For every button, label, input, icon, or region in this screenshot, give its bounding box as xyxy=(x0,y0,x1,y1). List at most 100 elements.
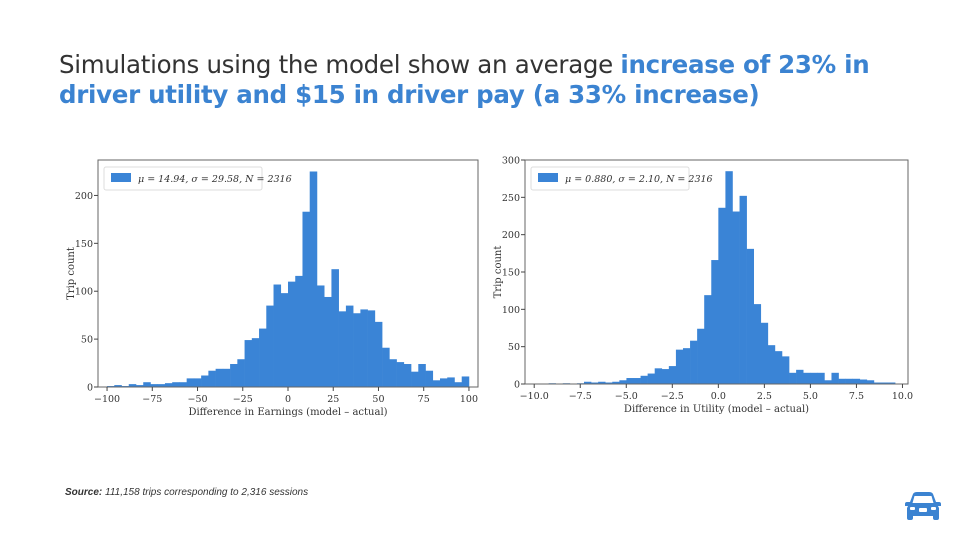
x-tick-label: −10.0 xyxy=(520,391,549,402)
x-tick-label: −2.5 xyxy=(661,391,684,402)
y-axis-label: Trip count xyxy=(493,246,504,299)
x-tick-label: −100 xyxy=(94,394,120,405)
histogram-bar xyxy=(880,382,889,384)
histogram-bar xyxy=(128,384,137,387)
histogram-bar xyxy=(831,372,839,384)
earnings-histogram-svg: −100 −75 −50 −25 0 25 50 75 100 0 50 100 150 200 Diffe… xyxy=(66,159,479,418)
histogram-bar xyxy=(230,364,238,387)
x-tick-label: −7.5 xyxy=(569,391,592,402)
histogram-bar xyxy=(866,380,875,384)
histogram-bar xyxy=(583,381,592,384)
histogram-bar xyxy=(425,370,434,387)
histogram-bar xyxy=(675,349,684,384)
histogram-bar xyxy=(179,382,187,387)
histogram-bar xyxy=(244,340,253,387)
histogram-bar xyxy=(353,313,361,387)
histogram-bar xyxy=(288,281,296,387)
x-tick-label: 50 xyxy=(372,394,384,405)
histogram-bar xyxy=(781,356,790,384)
histogram-bar xyxy=(732,211,740,384)
histogram-bar xyxy=(295,275,303,387)
utility-histogram-svg: −10.0 −7.5 −5.0 −2.5 0.0 2.5 5.0 7.5 10.0 0 50 100 1… xyxy=(493,156,913,416)
histogram-bar xyxy=(114,385,122,387)
histogram-bar xyxy=(888,382,896,384)
y-tick-label: 0 xyxy=(87,383,93,394)
histogram-bar xyxy=(873,382,882,384)
histogram-bar xyxy=(461,376,470,387)
histogram-bar xyxy=(753,304,762,384)
y-tick-label: 300 xyxy=(502,156,520,167)
title-plain: Simulations using the model show an aver… xyxy=(59,50,621,79)
x-axis-label: Difference in Earnings (model – actual) xyxy=(188,407,387,418)
histogram-bar xyxy=(367,310,376,387)
x-axis-label: Difference in Utility (model – actual) xyxy=(624,404,809,415)
histogram-bar xyxy=(259,328,267,387)
legend-label: μ = 14.94, σ = 29.58, N = 2316 xyxy=(138,174,292,185)
histogram-bar xyxy=(591,382,599,384)
source-label: Source: xyxy=(65,487,103,498)
histogram-bar xyxy=(690,340,698,384)
histogram-bar xyxy=(668,366,677,384)
x-tick-label: 7.5 xyxy=(849,391,864,402)
histogram-bar xyxy=(746,248,754,384)
histogram-bar xyxy=(186,378,195,387)
histogram-bar xyxy=(789,372,797,384)
histogram-bar xyxy=(396,362,405,387)
histogram-bar xyxy=(803,372,811,384)
histogram-bar xyxy=(164,383,173,387)
x-tick-label: 2.5 xyxy=(757,391,772,402)
y-tick-label: 100 xyxy=(502,305,520,316)
legend-label: μ = 0.880, σ = 2.10, N = 2316 xyxy=(565,174,713,185)
y-tick-label: 250 xyxy=(502,193,520,204)
source-note: Source: 111,158 trips corresponding to 2… xyxy=(65,487,308,498)
histogram-bar xyxy=(418,364,426,387)
legend-swatch xyxy=(111,173,131,182)
histogram-bar xyxy=(859,379,868,384)
histogram-bar xyxy=(201,375,209,387)
histogram-bar xyxy=(725,171,733,384)
histogram-bar xyxy=(172,382,180,387)
x-tick-label: −5.0 xyxy=(615,391,638,402)
histogram-bar xyxy=(654,368,663,384)
histogram-bar xyxy=(150,384,159,387)
x-tick-label: 0 xyxy=(285,394,291,405)
histogram-bar xyxy=(331,269,339,387)
histogram-bar xyxy=(302,211,311,387)
y-tick-label: 150 xyxy=(75,239,93,250)
histogram-bar xyxy=(824,380,832,384)
histogram-bar xyxy=(345,305,354,387)
histogram-bar xyxy=(796,369,804,384)
x-tick-label: 10.0 xyxy=(892,391,913,402)
legend: μ = 0.880, σ = 2.10, N = 2316 xyxy=(530,166,713,191)
car-icon xyxy=(904,490,942,524)
histogram-bar xyxy=(633,378,641,384)
legend: μ = 14.94, σ = 29.58, N = 2316 xyxy=(103,166,292,191)
utility-histogram: −10.0 −7.5 −5.0 −2.5 0.0 2.5 5.0 7.5 10.0 0 50 100 1… xyxy=(488,150,918,420)
histogram-bar xyxy=(845,378,853,384)
histogram-bar xyxy=(760,322,769,384)
x-tick-label: −50 xyxy=(187,394,207,405)
x-tick-label: −25 xyxy=(233,394,253,405)
histogram-bar xyxy=(739,195,747,384)
histogram-bar xyxy=(143,382,151,387)
slide-title: Simulations using the model show an aver… xyxy=(59,50,919,110)
legend-box xyxy=(103,166,263,191)
histogram-bar xyxy=(774,351,783,384)
histogram-bar xyxy=(817,372,825,384)
histogram-bar xyxy=(838,378,846,384)
histogram-bar xyxy=(237,359,245,387)
y-tick-label: 50 xyxy=(508,342,520,353)
histogram-bar xyxy=(640,375,648,384)
histogram-bar xyxy=(157,384,166,387)
y-tick-label: 150 xyxy=(502,268,520,279)
histogram-bar xyxy=(605,382,613,384)
histogram-bar xyxy=(222,368,231,387)
x-tick-label: 5.0 xyxy=(803,391,818,402)
histogram-bar xyxy=(598,381,606,384)
y-tick-label: 0 xyxy=(514,380,520,391)
title-highlight: increase of 23% in driver utility and $1… xyxy=(59,50,870,109)
histogram-bar xyxy=(193,378,202,387)
histogram-bar xyxy=(266,305,274,387)
histogram-bar xyxy=(316,285,325,387)
histogram-bar xyxy=(251,338,260,387)
